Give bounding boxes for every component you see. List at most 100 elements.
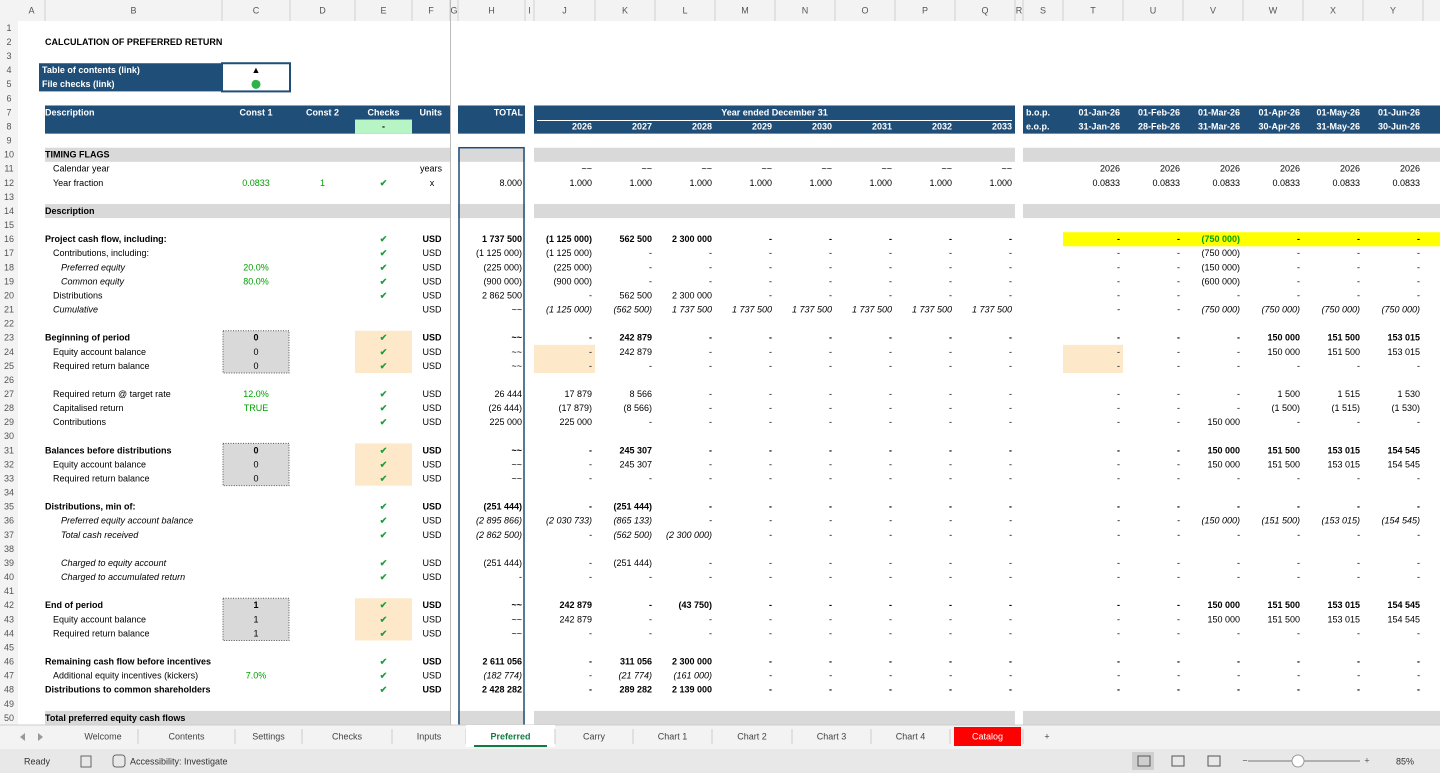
cell-text: Equity account balance bbox=[53, 614, 146, 624]
sheet-tab[interactable]: Contents bbox=[168, 731, 205, 741]
cell-text: - bbox=[1417, 671, 1420, 681]
cell-text: - bbox=[829, 290, 832, 300]
cell-text: (562 500) bbox=[613, 305, 652, 315]
cell-text: - bbox=[1177, 305, 1180, 315]
section-band bbox=[1023, 710, 1440, 725]
cell-text: Calendar year bbox=[53, 164, 110, 174]
cell-text: - bbox=[769, 671, 772, 681]
sheet-tab[interactable]: Settings bbox=[252, 731, 285, 741]
cell-text: - bbox=[889, 628, 892, 638]
sheet-tab[interactable]: Chart 2 bbox=[737, 731, 767, 741]
cell-text: - bbox=[649, 248, 652, 258]
cell-text: - bbox=[589, 628, 592, 638]
accessibility-status[interactable]: Accessibility: Investigate bbox=[130, 756, 228, 766]
scroll-left[interactable] bbox=[20, 733, 25, 741]
cell-text: (225 000) bbox=[483, 262, 522, 272]
cell-text: - bbox=[1177, 234, 1180, 244]
view-icon[interactable] bbox=[1207, 755, 1221, 767]
zoom-thumb[interactable] bbox=[1291, 754, 1305, 768]
cell-text: Preferred equity account balance bbox=[61, 516, 193, 526]
cell-text: Checks bbox=[367, 107, 399, 117]
cell-text: 2 139 000 bbox=[672, 685, 712, 695]
row-number: 26 bbox=[4, 375, 14, 385]
cell-text: - bbox=[1117, 262, 1120, 272]
add-sheet[interactable]: + bbox=[1044, 731, 1049, 741]
sheet-tab[interactable]: Carry bbox=[583, 731, 605, 741]
cell-text: - bbox=[1417, 248, 1420, 258]
sheet-tab[interactable]: Preferred bbox=[490, 731, 530, 741]
cell-text: (2 862 500) bbox=[476, 530, 522, 540]
sheet-tab[interactable]: Chart 3 bbox=[817, 731, 847, 741]
cell-text: Beginning of period bbox=[45, 333, 130, 343]
cell-text: - bbox=[769, 572, 772, 582]
zoom-out[interactable]: − bbox=[1242, 755, 1247, 765]
cell-text: - bbox=[949, 248, 952, 258]
cell-text: - bbox=[1417, 290, 1420, 300]
cell-text: Contributions, including: bbox=[53, 248, 149, 258]
cell-text: - bbox=[1009, 347, 1012, 357]
sheet-tab[interactable]: Checks bbox=[332, 731, 363, 741]
cell-text: - bbox=[1297, 572, 1300, 582]
cell-text: ✔ bbox=[380, 502, 388, 512]
cell-text: USD bbox=[422, 333, 442, 343]
cell-text: - bbox=[1237, 530, 1240, 540]
cell-text: - bbox=[829, 614, 832, 624]
view-icon[interactable] bbox=[1137, 755, 1151, 767]
input-highlight bbox=[534, 344, 595, 373]
cell-text: 153 015 bbox=[1327, 614, 1360, 624]
sheet-tab[interactable]: Inputs bbox=[417, 731, 442, 741]
zoom-in[interactable]: + bbox=[1364, 755, 1369, 765]
cell-text: - bbox=[589, 502, 592, 512]
scroll-right[interactable] bbox=[38, 733, 43, 741]
cell-text: - bbox=[589, 558, 592, 568]
cell-text: - bbox=[769, 459, 772, 469]
cell-text: - bbox=[709, 403, 712, 413]
cell-text: 151 500 bbox=[1327, 347, 1360, 357]
cell-text: ~~ bbox=[511, 347, 522, 357]
cell-text: USD bbox=[422, 403, 442, 413]
cell-text: Charged to accumulated return bbox=[61, 572, 185, 582]
cell-text: 2026 bbox=[1220, 164, 1240, 174]
cell-text: 0.0833 bbox=[1392, 178, 1420, 188]
cell-text: (17 879) bbox=[558, 403, 592, 413]
sheet-tab[interactable]: Chart 4 bbox=[896, 731, 926, 741]
view-normal[interactable] bbox=[1132, 752, 1154, 770]
cell-text: ✔ bbox=[380, 234, 388, 244]
cell-text: (750 000) bbox=[1381, 305, 1420, 315]
sheet-tab[interactable]: Catalog bbox=[972, 731, 1003, 741]
cell-text: - bbox=[1009, 417, 1012, 427]
cell-text: - bbox=[1297, 248, 1300, 258]
cell-text: - bbox=[709, 473, 712, 483]
section-band bbox=[45, 147, 450, 162]
check-highlight bbox=[355, 330, 412, 373]
cell-text: - bbox=[1117, 403, 1120, 413]
cell-text: - bbox=[1009, 459, 1012, 469]
cell-text: 1.000 bbox=[569, 178, 592, 188]
cell-text: Year ended December 31 bbox=[721, 107, 828, 117]
row-number: 13 bbox=[4, 192, 14, 202]
cell-text: 01-Apr-26 bbox=[1258, 107, 1300, 117]
row-number: 1 bbox=[6, 23, 11, 33]
cell-text: 2026 bbox=[1340, 164, 1360, 174]
cell-text: 154 545 bbox=[1387, 459, 1420, 469]
zoom-level[interactable]: 85% bbox=[1396, 756, 1414, 766]
cell-text: - bbox=[709, 445, 712, 455]
cell-text: - bbox=[769, 558, 772, 568]
sheet-tab[interactable]: Welcome bbox=[84, 731, 121, 741]
cell-text: - bbox=[1237, 473, 1240, 483]
cell-text: Table of contents (link) bbox=[42, 65, 140, 75]
cell-text: - bbox=[1417, 657, 1420, 667]
cell-text: - bbox=[709, 333, 712, 343]
row-number: 3 bbox=[6, 51, 11, 61]
macro-icon bbox=[80, 755, 92, 768]
row-number: 5 bbox=[6, 79, 11, 89]
cell-text: 2032 bbox=[932, 121, 952, 131]
cell-text: ~~ bbox=[821, 164, 832, 174]
cell-text: ~~ bbox=[511, 305, 522, 315]
view-icon[interactable] bbox=[1171, 755, 1185, 767]
row-number: 10 bbox=[4, 150, 14, 160]
row-number: 11 bbox=[4, 164, 13, 174]
cell-text: - bbox=[1117, 530, 1120, 540]
sheet-tab[interactable]: Chart 1 bbox=[658, 731, 688, 741]
cell-text: - bbox=[1117, 305, 1120, 315]
